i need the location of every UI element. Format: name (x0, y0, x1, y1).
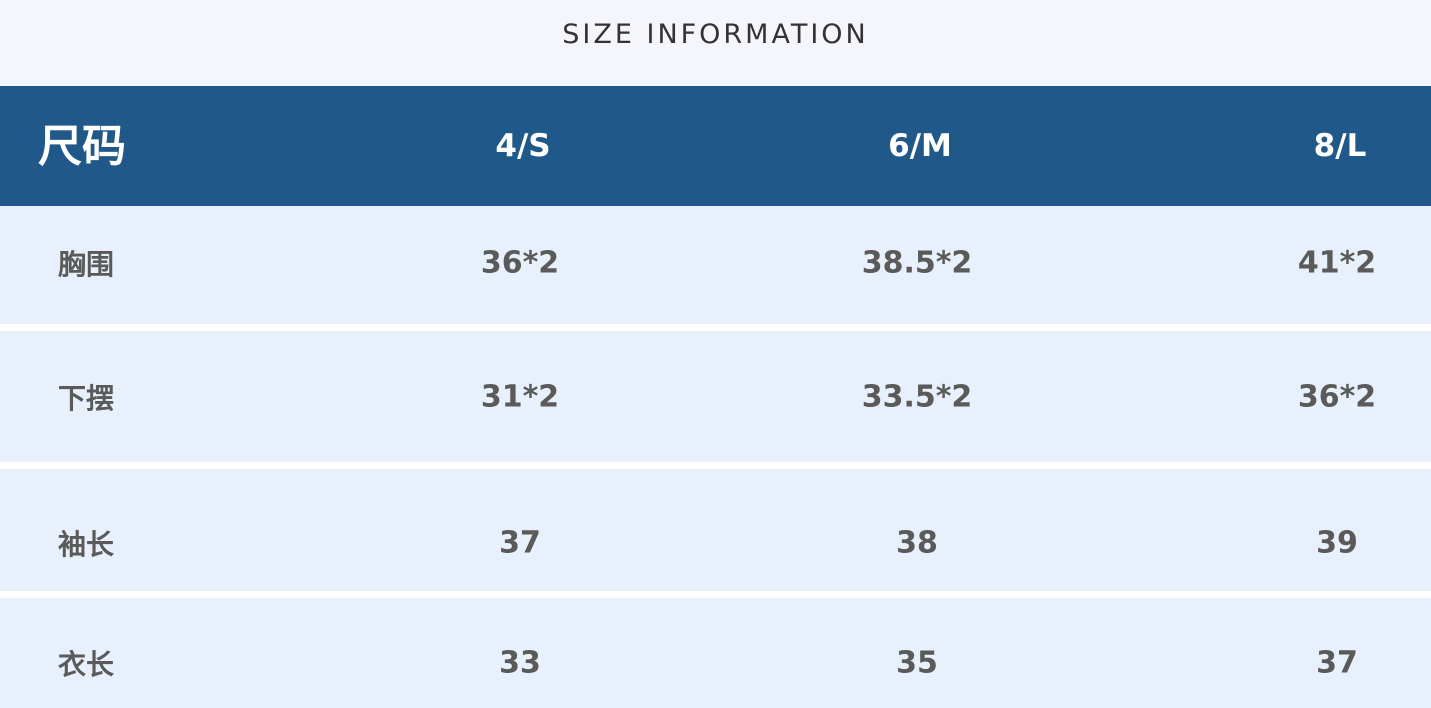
cell-value: 39 (1316, 525, 1358, 561)
cell-value: 33.5*2 (861, 379, 973, 415)
cell-value: 37 (499, 525, 541, 561)
title-bar: SIZE INFORMATION (0, 0, 1431, 86)
row-label: 胸围 (57, 248, 115, 281)
cell-value: 35 (896, 645, 938, 681)
header-row: 尺码 4/S 6/M 8/L (0, 86, 1431, 206)
cell-value: 36*2 (1297, 379, 1377, 415)
header-size: 8/L (1313, 128, 1367, 164)
header-size: 6/M (888, 128, 952, 164)
cell-value: 38 (896, 525, 938, 561)
table-row: 袖长 37 38 39 (0, 469, 1431, 591)
cell-value: 37 (1316, 645, 1358, 681)
row-label: 袖长 (57, 528, 115, 561)
header-label: 尺码 (38, 121, 126, 172)
cell-value: 38.5*2 (861, 245, 973, 281)
title: SIZE INFORMATION (562, 19, 869, 50)
row-label: 衣长 (57, 648, 115, 681)
table-row: 衣长 33 35 37 (0, 598, 1431, 708)
cell-value: 36*2 (480, 245, 560, 281)
row-label: 下摆 (57, 382, 115, 415)
header-size: 4/S (495, 128, 551, 164)
cell-value: 41*2 (1297, 245, 1377, 281)
cell-value: 33 (499, 645, 541, 681)
table-row: 下摆 31*2 33.5*2 36*2 (0, 331, 1431, 462)
table-row: 胸围 36*2 38.5*2 41*2 (0, 206, 1431, 324)
cell-value: 31*2 (480, 379, 560, 415)
